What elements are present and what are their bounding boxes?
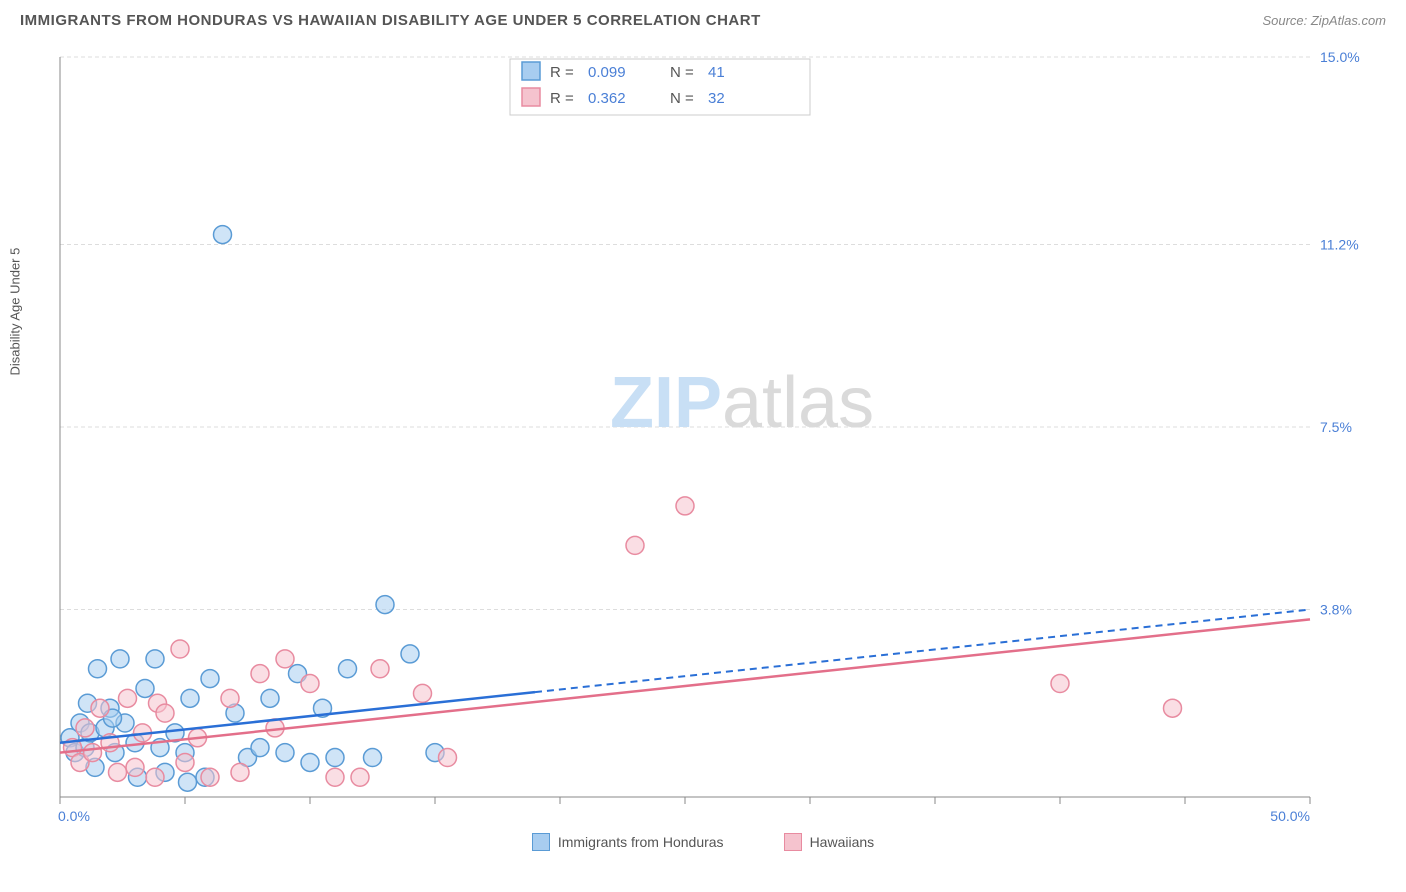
- legend-item-blue: Immigrants from Honduras: [532, 833, 724, 851]
- svg-text:7.5%: 7.5%: [1320, 419, 1352, 435]
- legend-swatch-pink-icon: [784, 833, 802, 851]
- legend-item-pink: Hawaiians: [784, 833, 875, 851]
- svg-text:N =: N =: [670, 64, 694, 81]
- svg-text:32: 32: [708, 90, 725, 107]
- svg-text:0.362: 0.362: [588, 90, 626, 107]
- svg-text:R =: R =: [550, 64, 574, 81]
- svg-text:11.2%: 11.2%: [1320, 236, 1359, 252]
- svg-text:ZIPatlas: ZIPatlas: [610, 363, 874, 443]
- chart-title: IMMIGRANTS FROM HONDURAS VS HAWAIIAN DIS…: [20, 12, 761, 29]
- svg-text:50.0%: 50.0%: [1270, 808, 1310, 824]
- svg-text:3.8%: 3.8%: [1320, 602, 1352, 618]
- svg-text:0.099: 0.099: [588, 64, 626, 81]
- header: IMMIGRANTS FROM HONDURAS VS HAWAIIAN DIS…: [0, 0, 1406, 37]
- correlation-chart: 3.8% 7.5% 11.2% 15.0% 0.0% 50.0% ZIPatlas R = 0.…: [50, 37, 1370, 827]
- legend-swatch-blue-icon: [532, 833, 550, 851]
- legend-label-blue: Immigrants from Honduras: [558, 834, 724, 850]
- svg-text:R =: R =: [550, 90, 574, 107]
- source-label: Source: ZipAtlas.com: [1262, 13, 1386, 28]
- chart-container: Disability Age Under 5 3.8%7.5%11.2%15.0…: [50, 37, 1386, 827]
- y-axis-label: Disability Age Under 5: [8, 248, 23, 376]
- svg-text:N =: N =: [670, 90, 694, 107]
- svg-text:15.0%: 15.0%: [1320, 49, 1360, 65]
- svg-text:0.0%: 0.0%: [58, 808, 90, 824]
- legend-label-pink: Hawaiians: [810, 834, 875, 850]
- svg-text:41: 41: [708, 64, 725, 81]
- bottom-legend: Immigrants from Honduras Hawaiians: [0, 833, 1406, 851]
